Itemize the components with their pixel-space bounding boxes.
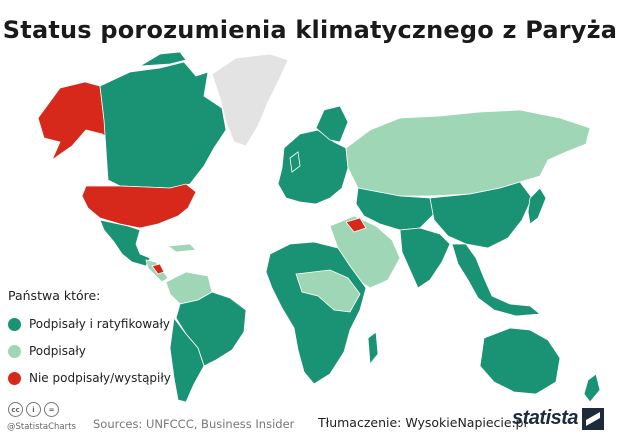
cc-icon: cc bbox=[8, 402, 23, 417]
region-united-states bbox=[81, 183, 197, 229]
footer: cc i = @StatistaCharts Sources: UNFCCC, … bbox=[0, 400, 620, 442]
region-canada bbox=[99, 61, 227, 189]
statista-logo: statista bbox=[512, 407, 605, 430]
region-argentina-chile bbox=[169, 316, 205, 403]
legend-label-not-signed: Nie podpisały/wystąpiły bbox=[29, 371, 171, 385]
region-scandinavia bbox=[315, 105, 349, 143]
region-southeast-asia bbox=[451, 243, 542, 317]
region-sahel-east-africa bbox=[295, 269, 361, 313]
attribution-icon: i bbox=[26, 402, 41, 417]
legend-item-not-signed: Nie podpisały/wystąpiły bbox=[8, 367, 208, 389]
legend-item-ratified: Podpisały i ratyfikowały bbox=[8, 313, 208, 335]
region-nicaragua bbox=[151, 263, 165, 275]
region-australia bbox=[479, 327, 561, 395]
statista-logo-mark-icon bbox=[582, 407, 605, 430]
legend-swatch-not-signed bbox=[8, 371, 21, 385]
translation-credit: Tłumaczenie: WysokieNapiecie.pl bbox=[318, 415, 527, 430]
social-handle: @StatistaCharts bbox=[7, 422, 76, 432]
legend-swatch-signed bbox=[8, 344, 21, 358]
region-caribbean bbox=[166, 243, 197, 253]
region-madagascar bbox=[367, 331, 379, 366]
legend-swatch-ratified bbox=[8, 317, 21, 331]
region-russia bbox=[345, 109, 591, 197]
legend-item-signed: Podpisały bbox=[8, 340, 208, 362]
region-china bbox=[429, 181, 533, 249]
region-new-zealand bbox=[583, 373, 601, 403]
legend-label-ratified: Podpisały i ratyfikowały bbox=[29, 317, 170, 331]
creative-commons-icons: cc i = bbox=[8, 402, 62, 417]
region-uk bbox=[289, 151, 301, 173]
chart-title: Status porozumienia klimatycznego z Pary… bbox=[2, 16, 618, 44]
legend-label-signed: Podpisały bbox=[29, 344, 86, 358]
region-india bbox=[399, 227, 451, 289]
statista-logo-text: statista bbox=[512, 407, 579, 429]
legend-title: Państwa które: bbox=[8, 288, 101, 303]
region-canada-islands bbox=[139, 51, 187, 67]
sources-text: Sources: UNFCCC, Business Insider bbox=[93, 417, 295, 431]
world-map bbox=[37, 51, 601, 403]
no-derivatives-icon: = bbox=[44, 402, 59, 417]
region-syria bbox=[345, 217, 367, 233]
legend: Państwa które: Podpisały i ratyfikowały … bbox=[8, 288, 208, 394]
region-japan bbox=[527, 187, 547, 225]
region-greenland bbox=[211, 53, 289, 147]
